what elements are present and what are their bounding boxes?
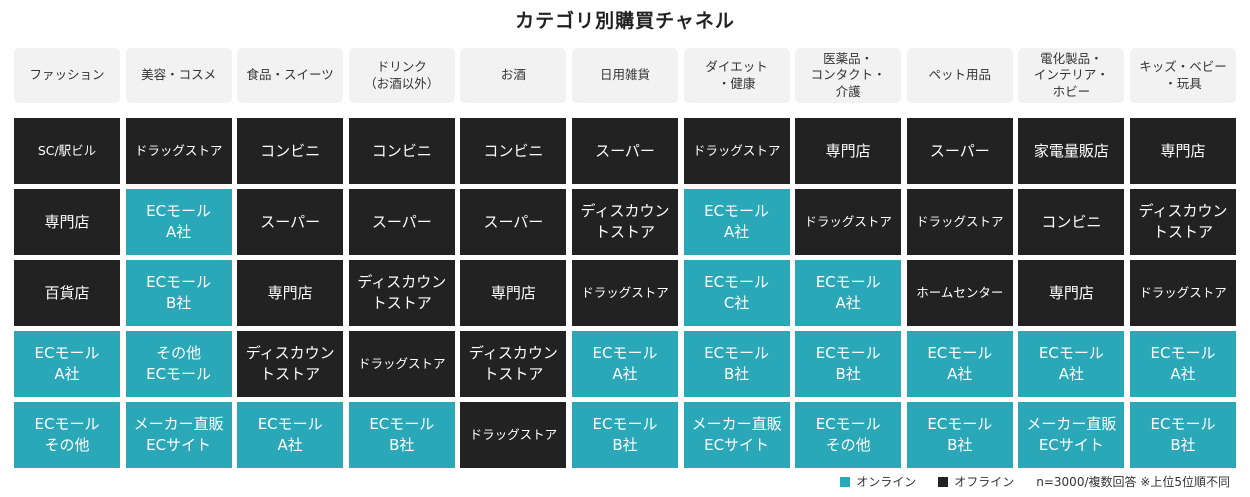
category-header: 美容・コスメ [125, 48, 232, 103]
channel-cell-offline: コンビニ [1018, 189, 1125, 255]
channel-cell-offline: 専門店 [237, 260, 344, 326]
channel-cell-offline: 専門店 [14, 189, 120, 255]
channel-cell-offline: ディスカウン トストア [572, 189, 678, 255]
category-header: ドリンク （お酒以外） [348, 48, 455, 103]
channel-cell-online: ECモール A社 [795, 260, 902, 326]
channel-cell-offline: 百貨店 [14, 260, 120, 326]
channel-cell-offline: コンビニ [237, 118, 344, 184]
channel-cell-offline: ディスカウン トストア [348, 260, 455, 326]
channel-cell-offline: ドラッグストア [683, 118, 790, 184]
channel-cell-online: ECモール B社 [906, 402, 1013, 468]
channel-cell-online: ECモール B社 [795, 331, 902, 397]
channel-cell-offline: ドラッグストア [572, 260, 678, 326]
legend-offline-label: オフライン [954, 475, 1015, 489]
channel-cell-offline: ディスカウン トストア [237, 331, 344, 397]
channel-cell-offline: スーパー [237, 189, 344, 255]
channel-cell-offline: コンビニ [348, 118, 455, 184]
channel-cell-online: ECモール A社 [237, 402, 344, 468]
channel-cell-offline: ディスカウン トストア [460, 331, 567, 397]
category-header: 医薬品・ コンタクト・ 介護 [795, 48, 902, 103]
channel-cell-online: その他 ECモール [125, 331, 232, 397]
channel-cell-offline: 専門店 [1018, 260, 1125, 326]
channel-cell-offline: ドラッグストア [125, 118, 232, 184]
legend-online-label: オンライン [856, 475, 917, 489]
channel-cell-offline: ディスカウン トストア [1130, 189, 1236, 255]
channel-cell-offline: コンビニ [460, 118, 567, 184]
channel-cell-online: ECモール B社 [348, 402, 455, 468]
channel-cell-online: ECモール B社 [683, 331, 790, 397]
channel-cell-offline: スーパー [348, 189, 455, 255]
category-header: ファッション [14, 48, 120, 103]
category-header: 電化製品・ インテリア・ ホビー [1018, 48, 1125, 103]
category-header: 食品・スイーツ [237, 48, 344, 103]
channel-cell-offline: 家電量販店 [1018, 118, 1125, 184]
legend: オンライン オフライン n=3000/複数回答 ※上位5位順不同 [840, 473, 1230, 490]
channel-cell-online: ECモール A社 [1018, 331, 1125, 397]
category-header: ペット用品 [906, 48, 1013, 103]
channel-cell-offline: ドラッグストア [795, 189, 902, 255]
channel-cell-offline: スーパー [906, 118, 1013, 184]
channel-cell-offline: ドラッグストア [1130, 260, 1236, 326]
channel-cell-offline: スーパー [460, 189, 567, 255]
channel-cell-online: ECモール A社 [1130, 331, 1236, 397]
channel-cell-online: メーカー直販 ECサイト [125, 402, 232, 468]
channel-cell-offline: ドラッグストア [460, 402, 567, 468]
channel-cell-online: ECモール その他 [14, 402, 120, 468]
channel-cell-offline: SC/駅ビル [14, 118, 120, 184]
channel-cell-offline: 専門店 [460, 260, 567, 326]
category-header: キッズ・ベビー ・玩具 [1130, 48, 1236, 103]
legend-note: n=3000/複数回答 ※上位5位順不同 [1036, 475, 1230, 489]
category-header: ダイエット ・健康 [683, 48, 790, 103]
category-header: お酒 [460, 48, 567, 103]
channel-cell-offline: ドラッグストア [906, 189, 1013, 255]
channel-cell-online: ECモール C社 [683, 260, 790, 326]
channel-cell-online: ECモール A社 [906, 331, 1013, 397]
channel-cell-online: ECモール B社 [125, 260, 232, 326]
channel-cell-online: ECモール B社 [572, 402, 678, 468]
channel-cell-offline: 専門店 [1130, 118, 1236, 184]
online-swatch [840, 476, 851, 487]
channel-cell-online: ECモール B社 [1130, 402, 1236, 468]
channel-cell-offline: ホームセンター [906, 260, 1013, 326]
channel-cell-online: メーカー直販 ECサイト [1018, 402, 1125, 468]
channel-cell-offline: 専門店 [795, 118, 902, 184]
chart-title: カテゴリ別購買チャネル [515, 10, 735, 32]
channel-cell-online: メーカー直販 ECサイト [683, 402, 790, 468]
channel-cell-online: ECモール その他 [795, 402, 902, 468]
channel-cell-online: ECモール A社 [14, 331, 120, 397]
offline-swatch [938, 476, 949, 487]
channel-cell-online: ECモール A社 [572, 331, 678, 397]
channel-cell-online: ECモール A社 [683, 189, 790, 255]
channel-cell-offline: スーパー [572, 118, 678, 184]
channel-cell-offline: ドラッグストア [348, 331, 455, 397]
category-header: 日用雑貨 [572, 48, 678, 103]
channel-cell-online: ECモール A社 [125, 189, 232, 255]
